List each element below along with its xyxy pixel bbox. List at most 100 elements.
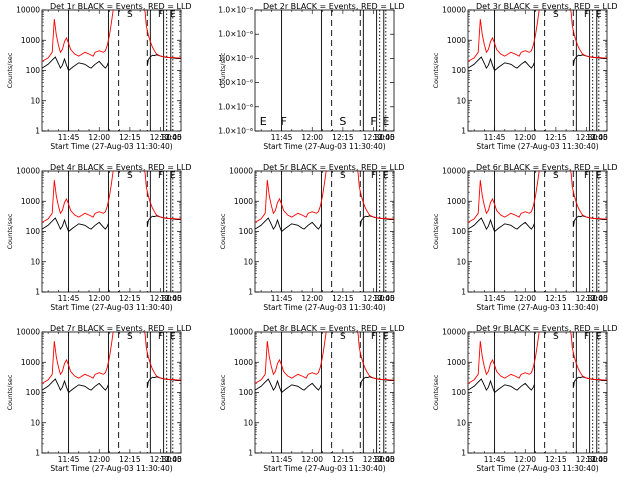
y-tick-label: 1 (35, 449, 40, 458)
events-series-line (468, 56, 535, 72)
x-tick-label: 12:00 (514, 455, 536, 464)
x-tick-label: 12:15 (545, 133, 567, 142)
phase-marker-F: F (584, 10, 589, 20)
events-series-line (468, 217, 535, 233)
y-tick-label: 1 (248, 288, 253, 297)
phase-marker-E: E (383, 332, 389, 342)
x-tick-label: 12:15 (332, 294, 354, 303)
x-tick-label: 12:00 (514, 133, 536, 142)
events-series-line (468, 378, 535, 394)
x-tick-label: 12:45 (160, 294, 182, 303)
x-tick-label: 13:00 (160, 455, 182, 464)
panel-title: Det 1r BLACK = Events, RED = LLD (50, 2, 192, 11)
panel-det-8: Det 8r BLACK = Events, RED = LLD 1 10 100 10… (219, 324, 405, 473)
y-tick-label: 10 (30, 96, 40, 105)
y-tick-label: 1.0×10⁻⁶ (218, 78, 253, 87)
phase-marker-S: S (553, 332, 559, 342)
panel-det-3: Det 3r BLACK = Events, RED = LLD 1 10 100 10… (432, 2, 618, 151)
phase-marker-F: F (584, 171, 589, 181)
x-tick-label: 12:30 (576, 455, 598, 464)
phase-marker-S: S (127, 332, 133, 342)
y-tick-label: 1 (461, 449, 466, 458)
panel-title: Det 3r BLACK = Events, RED = LLD (476, 2, 618, 11)
y-tick-label: 10000 (442, 328, 466, 337)
phase-marker-S: S (553, 10, 559, 20)
x-tick-label: 11:45 (58, 294, 80, 303)
x-tick-label: 13:00 (586, 294, 608, 303)
phase-marker-S: S (339, 115, 346, 128)
x-tick-label: 13:00 (586, 133, 608, 142)
x-axis-label: Start Time (27-Aug-03 11:30:40) (476, 303, 598, 312)
x-tick-label: 12:15 (545, 294, 567, 303)
panel-title: Det 8r BLACK = Events, RED = LLD (263, 324, 405, 333)
plot-area (281, 10, 387, 131)
y-tick-label: 10000 (16, 167, 40, 176)
x-tick-label: 11:45 (484, 133, 506, 142)
y-axis-label: Counts/sec (219, 213, 227, 249)
phase-marker-F: F (371, 332, 376, 342)
y-tick-label: 10000 (442, 6, 466, 15)
x-tick-label: 13:00 (373, 294, 395, 303)
x-tick-label: 12:00 (301, 455, 323, 464)
phase-marker-S: S (340, 171, 346, 181)
y-tick-label: 1 (461, 288, 466, 297)
y-axis-label: Counts/sec (6, 52, 14, 88)
x-tick-label: 13:00 (373, 455, 395, 464)
x-tick-label: 11:45 (484, 294, 506, 303)
y-axis-label: Counts/sec (219, 374, 227, 410)
y-tick-label: 10000 (16, 328, 40, 337)
x-axis-label: Start Time (27-Aug-03 11:30:40) (263, 464, 385, 473)
lld-series-line (255, 171, 394, 223)
x-axis-label: Start Time (27-Aug-03 11:30:40) (263, 142, 385, 151)
y-tick-label: 1000 (447, 358, 466, 367)
x-tick-label: 13:00 (160, 294, 182, 303)
y-tick-label: 100 (239, 388, 254, 397)
y-tick-label: 10 (243, 418, 253, 427)
plot-area (255, 171, 394, 292)
x-tick-label: 12:15 (332, 455, 354, 464)
lld-series-line (468, 171, 607, 223)
x-tick-label: 12:45 (586, 133, 608, 142)
y-tick-label: 1 (35, 127, 40, 136)
lld-series-line (42, 171, 181, 223)
x-tick-label: 13:00 (373, 133, 395, 142)
phase-marker-E: E (596, 332, 602, 342)
y-axis-label: Counts/sec (432, 374, 440, 410)
phase-marker-E: E (170, 10, 176, 20)
lld-series-line (42, 10, 181, 62)
y-tick-label: 1000 (447, 197, 466, 206)
y-tick-label: 10000 (16, 6, 40, 15)
x-tick-label: 12:00 (88, 455, 110, 464)
panel-det-7: Det 7r BLACK = Events, RED = LLD 1 10 100 10… (6, 324, 192, 473)
y-tick-label: 10 (456, 257, 466, 266)
y-tick-label: 1000 (234, 358, 253, 367)
x-tick-label: 12:30 (576, 133, 598, 142)
x-tick-label: 12:15 (119, 133, 141, 142)
y-tick-label: 10000 (229, 328, 253, 337)
phase-marker-F: F (158, 171, 163, 181)
panel-title: Det 9r BLACK = Events, RED = LLD (476, 324, 618, 333)
x-tick-label: 12:15 (545, 455, 567, 464)
events-series-line (42, 378, 109, 394)
x-axis-label: Start Time (27-Aug-03 11:30:40) (50, 142, 172, 151)
x-tick-label: 11:45 (58, 133, 80, 142)
y-tick-label: 1000 (21, 36, 40, 45)
x-tick-label: 12:45 (160, 133, 182, 142)
plot-frame (254, 9, 395, 132)
panel-title: Det 4r BLACK = Events, RED = LLD (50, 163, 192, 172)
x-axis-label: Start Time (27-Aug-03 11:30:40) (50, 303, 172, 312)
y-tick-label: 100 (26, 388, 41, 397)
y-tick-label: 10 (30, 418, 40, 427)
panel-det-6: Det 6r BLACK = Events, RED = LLD 1 10 100 10… (432, 163, 618, 312)
plot-area (42, 332, 181, 453)
phase-marker-F: F (158, 332, 163, 342)
y-tick-label: 100 (26, 227, 41, 236)
panel-det-1: Det 1r BLACK = Events, RED = LLD 1 10 100 10… (6, 2, 192, 151)
y-tick-label: 1.0×10⁻⁶ (218, 54, 253, 63)
y-tick-label: 10 (456, 418, 466, 427)
x-axis-label: Start Time (27-Aug-03 11:30:40) (476, 142, 598, 151)
x-tick-label: 13:00 (586, 455, 608, 464)
phase-marker-E: E (383, 171, 389, 181)
